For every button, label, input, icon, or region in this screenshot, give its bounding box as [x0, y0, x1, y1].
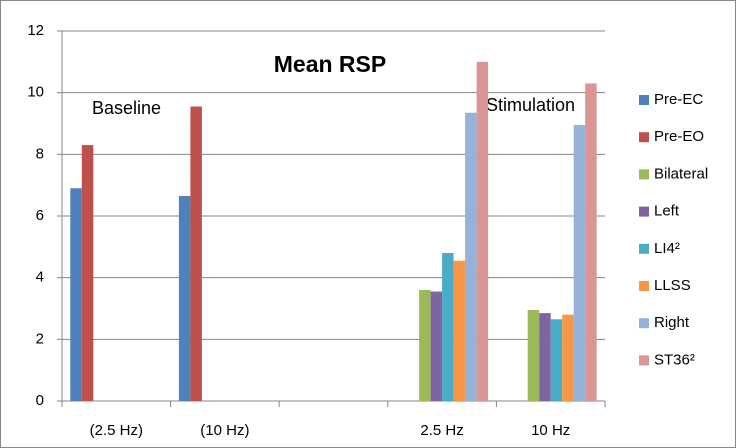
legend-label: LI4² — [654, 240, 680, 257]
y-tick-label: 2 — [36, 330, 44, 347]
x-tick-label: (10 Hz) — [200, 422, 249, 439]
legend-swatch — [639, 318, 649, 329]
legend-label: LLSS — [654, 277, 691, 294]
x-tick-label: (2.5 Hz) — [90, 422, 143, 439]
legend-label: ST36² — [654, 351, 695, 368]
x-tick-label: 2.5 Hz — [420, 422, 463, 439]
legend-label: Pre-EO — [654, 128, 704, 145]
legend-label: Left — [654, 203, 680, 220]
legend-label: Right — [654, 314, 690, 331]
bar — [585, 83, 597, 402]
bar — [81, 145, 94, 401]
bar — [70, 188, 82, 401]
bar — [190, 106, 202, 402]
annotation: Stimulation — [486, 95, 575, 115]
bar — [476, 61, 489, 401]
x-tick-label: 10 Hz — [531, 422, 570, 439]
bar — [550, 319, 563, 401]
y-tick-label: 4 — [36, 269, 44, 286]
bar — [430, 291, 443, 401]
legend-swatch — [639, 95, 649, 105]
bar — [419, 290, 431, 401]
y-tick-label: 10 — [27, 84, 44, 101]
bar — [562, 314, 574, 401]
y-tick-label: 8 — [36, 145, 44, 162]
y-tick-label: 12 — [27, 22, 44, 39]
legend-swatch — [639, 169, 649, 180]
bar — [527, 310, 540, 401]
y-tick-label: 0 — [36, 392, 44, 409]
y-tick-label: 6 — [36, 207, 44, 224]
legend-swatch — [639, 243, 649, 254]
bar — [465, 112, 477, 401]
legend-label: Bilateral — [654, 165, 708, 182]
annotation: Baseline — [92, 98, 161, 118]
chart-title: Mean RSP — [274, 51, 386, 77]
bar — [442, 253, 454, 401]
bar — [178, 195, 191, 401]
legend-label: Pre-EC — [654, 91, 703, 108]
bar — [453, 260, 466, 401]
legend-swatch — [639, 355, 649, 366]
bar — [573, 125, 586, 402]
legend-swatch — [639, 206, 649, 217]
bar — [539, 313, 551, 401]
legend-swatch — [639, 132, 649, 143]
legend-swatch — [639, 281, 649, 291]
